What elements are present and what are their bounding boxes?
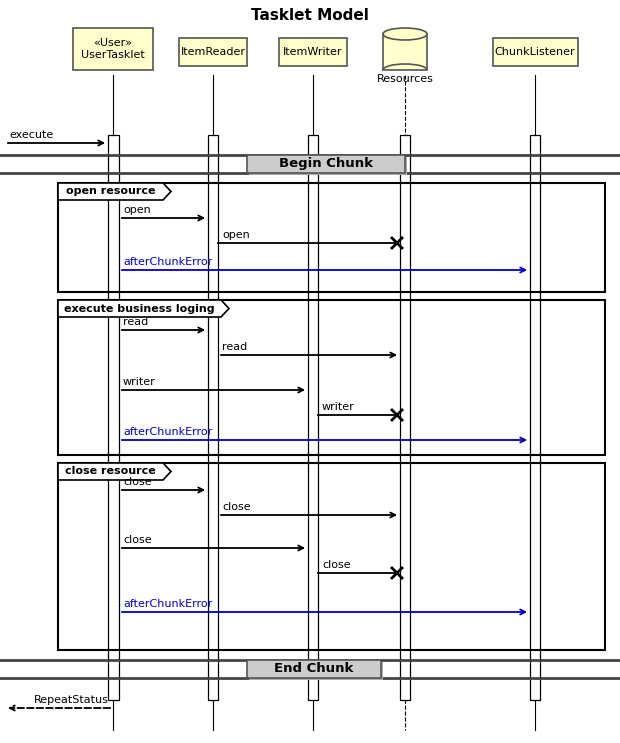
Text: ItemReader: ItemReader	[180, 47, 246, 57]
Bar	[279, 38, 347, 66]
Text: open resource: open resource	[66, 186, 155, 196]
Bar	[400, 135, 410, 700]
Bar	[383, 34, 427, 70]
Polygon shape	[58, 300, 229, 317]
Text: close: close	[123, 535, 152, 545]
FancyBboxPatch shape	[249, 662, 383, 680]
Text: read: read	[222, 342, 247, 352]
FancyBboxPatch shape	[249, 157, 407, 175]
Bar	[58, 300, 605, 455]
Text: End Chunk: End Chunk	[274, 663, 353, 675]
Bar	[530, 135, 540, 700]
Ellipse shape	[383, 28, 427, 40]
Text: open: open	[222, 230, 250, 240]
Bar	[58, 183, 605, 292]
Text: ItemWriter: ItemWriter	[283, 47, 343, 57]
Text: Tasklet Model: Tasklet Model	[251, 8, 369, 24]
Bar	[58, 463, 605, 650]
Text: close: close	[322, 560, 351, 570]
Text: close: close	[222, 502, 250, 512]
Text: execute business loging: execute business loging	[64, 303, 215, 314]
Text: ChunkListener: ChunkListener	[495, 47, 575, 57]
Polygon shape	[58, 463, 171, 480]
Text: read: read	[123, 317, 148, 327]
Text: «User»
UserTasklet: «User» UserTasklet	[81, 38, 145, 60]
Text: afterChunkError: afterChunkError	[123, 599, 212, 609]
Text: open: open	[123, 205, 151, 215]
Polygon shape	[58, 183, 171, 200]
Bar	[208, 135, 218, 700]
Text: execute: execute	[9, 130, 53, 140]
Text: close: close	[123, 477, 152, 487]
Text: RepeatStatus: RepeatStatus	[34, 695, 109, 705]
Bar	[308, 135, 318, 700]
FancyBboxPatch shape	[247, 155, 405, 173]
Text: writer: writer	[123, 377, 156, 387]
Text: Begin Chunk: Begin Chunk	[279, 158, 373, 170]
Bar	[492, 38, 577, 66]
Text: afterChunkError: afterChunkError	[123, 427, 212, 437]
Bar	[107, 135, 118, 700]
Bar	[179, 38, 247, 66]
Text: close resource: close resource	[65, 467, 156, 476]
Text: writer: writer	[322, 402, 355, 412]
Bar	[73, 28, 153, 70]
Text: afterChunkError: afterChunkError	[123, 257, 212, 267]
FancyBboxPatch shape	[247, 660, 381, 678]
Text: Resources: Resources	[376, 74, 433, 84]
